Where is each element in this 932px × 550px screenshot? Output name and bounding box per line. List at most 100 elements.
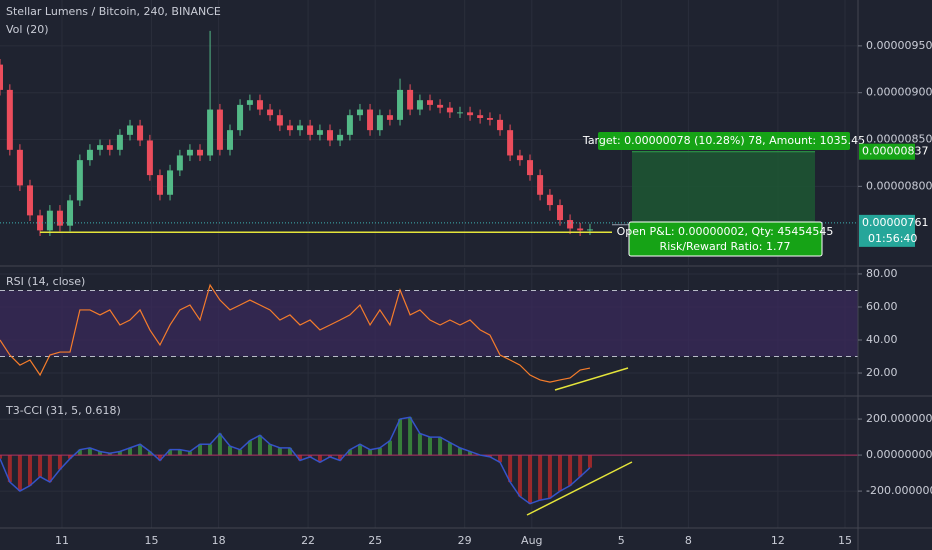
- countdown-label: 01:56:40: [868, 232, 917, 245]
- cci-bar: [168, 449, 173, 456]
- candle-body: [516, 155, 523, 161]
- candle-body: [477, 115, 484, 118]
- candle-body: [146, 140, 153, 176]
- pnl-label: Open P&L: 0.00000002, Qty: 45454545: [617, 225, 834, 238]
- y-tick-label: 20.00: [866, 366, 898, 379]
- x-tick-label: 8: [685, 534, 692, 547]
- cci-bar: [587, 455, 592, 468]
- grid: [0, 0, 858, 528]
- cci-bar: [517, 455, 522, 497]
- candle-body: [76, 160, 83, 201]
- candle-body: [16, 149, 23, 186]
- target-price-tag: [859, 143, 915, 160]
- cci-bar: [447, 442, 452, 456]
- candle-body: [156, 175, 163, 195]
- cci-bar: [0, 455, 2, 459]
- y-tick-label: 40.00: [866, 333, 898, 346]
- cci-bar: [68, 455, 73, 459]
- cci-bar: [557, 455, 562, 492]
- cci-bar: [117, 451, 122, 456]
- cci-bar: [57, 455, 62, 470]
- candle-body: [376, 115, 383, 131]
- cci-bar: [268, 444, 273, 456]
- candle-body: [586, 229, 593, 231]
- cci-bar: [187, 451, 192, 456]
- volume-title: Vol (20): [6, 23, 49, 36]
- y-tick-label: 0.00000000: [866, 448, 932, 461]
- cci-bar: [357, 444, 362, 456]
- cci-bar: [317, 455, 322, 463]
- target-label: Target: 0.00000078 (10.28%) 78, Amount: …: [582, 134, 865, 147]
- cci-bar: [328, 455, 332, 457]
- cci-line: [0, 416, 591, 505]
- cci-bar: [277, 447, 282, 456]
- cci-bar: [428, 437, 433, 456]
- x-tick-label: 15: [144, 534, 158, 547]
- candle-body: [237, 104, 244, 131]
- candle-body: [316, 130, 323, 135]
- candle-body: [446, 107, 453, 113]
- candle-body: [56, 210, 63, 226]
- y-tick-label: 80.00: [866, 267, 898, 280]
- cci-bar: [47, 455, 52, 483]
- cci-bar: [7, 455, 12, 483]
- candle-body: [486, 117, 493, 120]
- cci-bar: [27, 455, 32, 486]
- x-tick-label: 15: [838, 534, 852, 547]
- candle-body: [186, 149, 193, 156]
- candle-body: [527, 160, 534, 176]
- cci-bar: [387, 440, 392, 456]
- cci-bar: [308, 455, 313, 457]
- cci-bar: [538, 455, 543, 501]
- cci-bar: [298, 455, 303, 461]
- cci-bar: [247, 440, 252, 456]
- candle-body: [116, 134, 123, 150]
- cci-bar: [398, 419, 403, 456]
- candle-body: [267, 109, 274, 116]
- cci-trendline: [526, 461, 633, 516]
- y-tick-label: 0.00000850: [866, 133, 932, 146]
- cci-bar: [138, 444, 143, 456]
- candle-body: [46, 210, 53, 231]
- candle-body: [327, 130, 333, 141]
- candle-body: [567, 220, 574, 229]
- cci-bar: [468, 451, 473, 456]
- cci-bar: [257, 435, 262, 456]
- candle-body: [137, 125, 144, 141]
- target-zone: [632, 151, 815, 225]
- candle-body: [297, 125, 304, 131]
- candle-body: [386, 115, 393, 120]
- rsi-line: [0, 283, 591, 383]
- cci-bar: [147, 451, 152, 456]
- marks: [0, 30, 858, 505]
- cci-bar: [368, 449, 373, 456]
- candle-body: [106, 145, 113, 150]
- candle-body: [537, 175, 544, 195]
- candle-body: [307, 125, 314, 135]
- candle-body: [176, 155, 183, 171]
- cci-bar: [217, 433, 222, 456]
- cci-bar: [417, 433, 422, 456]
- rr-label: Risk/Reward Ratio: 1.77: [660, 240, 791, 253]
- candle-body: [346, 115, 353, 135]
- x-tick-label: 25: [368, 534, 382, 547]
- candle-body: [0, 64, 3, 90]
- candle-body: [467, 112, 474, 116]
- cci-bar: [457, 447, 462, 456]
- cci-bar: [17, 455, 22, 492]
- candle-body: [456, 112, 463, 114]
- cci-bar: [487, 455, 492, 457]
- x-tick-label: Aug: [521, 534, 542, 547]
- candle-body: [427, 100, 434, 105]
- y-tick-label: 60.00: [866, 300, 898, 313]
- cci-bar: [208, 444, 213, 456]
- axes: 11 15 18 22 25 29 Aug 5 8 12 15 0.00000950 0.0000090…: [55, 39, 932, 547]
- candle-body: [416, 100, 423, 110]
- y-tick-label: 0.00000900: [866, 86, 932, 99]
- candle-body: [367, 109, 374, 131]
- cci-bar: [107, 453, 112, 456]
- cci-bar: [198, 444, 203, 456]
- target-price-label: 0.00000837: [862, 145, 928, 158]
- y-tick-label: 0.00000950: [866, 39, 932, 52]
